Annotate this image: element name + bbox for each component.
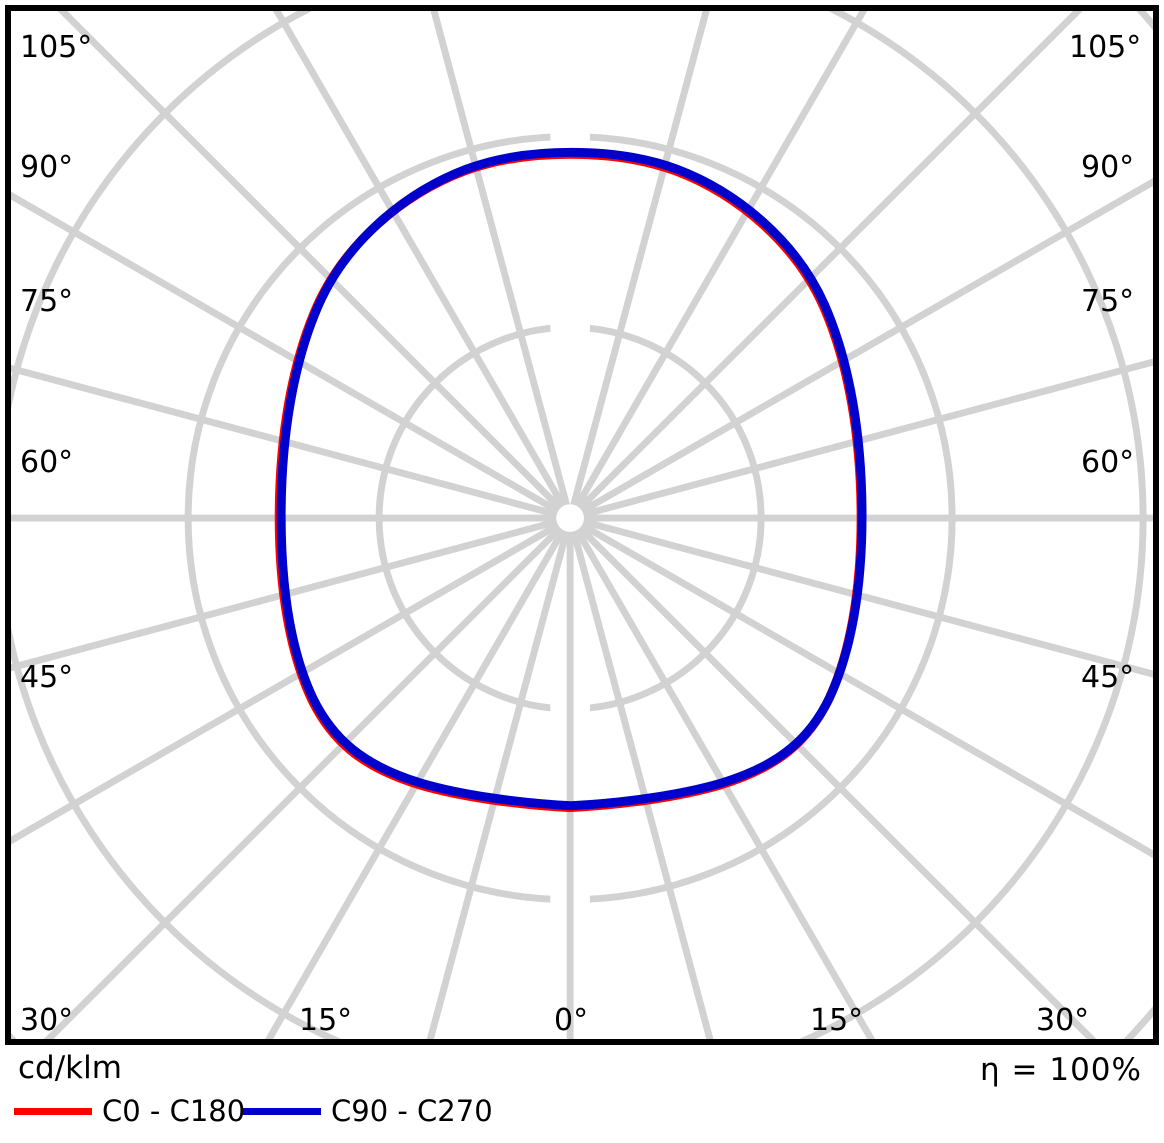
angle-label-bottom-right-15: 15°	[810, 1003, 864, 1038]
grid-group	[11, 11, 1153, 1039]
unit-label: cd/klm	[18, 1050, 122, 1086]
angle-label-right-75: 75°	[1081, 284, 1135, 319]
plot-frame: 105° 90° 75° 60° 45° 30° 105° 90° 75° 60…	[5, 5, 1159, 1045]
angle-label-right-90: 90°	[1081, 150, 1135, 185]
pole-center	[556, 504, 584, 532]
angle-label-right-45: 45°	[1081, 660, 1135, 695]
legend-label-c90-c270: C90 - C270	[331, 1094, 493, 1128]
legend-swatch-c0-c180	[14, 1107, 92, 1115]
angle-label-left-105: 105°	[20, 30, 93, 65]
legend: cd/klm η = 100% C0 - C180 C90 - C270	[0, 1046, 1164, 1143]
grid-spokes	[11, 11, 1153, 1039]
angle-label-left-90: 90°	[20, 150, 74, 185]
curve-c90-c270	[276, 147, 867, 811]
angle-label-bottom-left-15: 15°	[299, 1003, 353, 1038]
angle-label-left-60: 60°	[20, 445, 74, 480]
legend-item-c0-c180[interactable]: C0 - C180	[14, 1094, 245, 1128]
angle-label-right-60: 60°	[1081, 445, 1135, 480]
efficiency-label: η = 100%	[980, 1052, 1142, 1088]
angle-label-left-75: 75°	[20, 284, 74, 319]
angle-label-right-30: 30°	[1036, 1003, 1090, 1038]
angle-label-right-105: 105°	[1069, 30, 1142, 65]
angle-label-left-45: 45°	[20, 660, 74, 695]
legend-swatch-c90-c270	[243, 1107, 321, 1115]
angle-label-left-30: 30°	[20, 1003, 74, 1038]
legend-item-c90-c270[interactable]: C90 - C270	[243, 1094, 493, 1128]
legend-label-c0-c180: C0 - C180	[102, 1094, 246, 1128]
angle-label-bottom-0: 0°	[554, 1003, 589, 1038]
polar-grid-and-curves	[11, 11, 1153, 1039]
